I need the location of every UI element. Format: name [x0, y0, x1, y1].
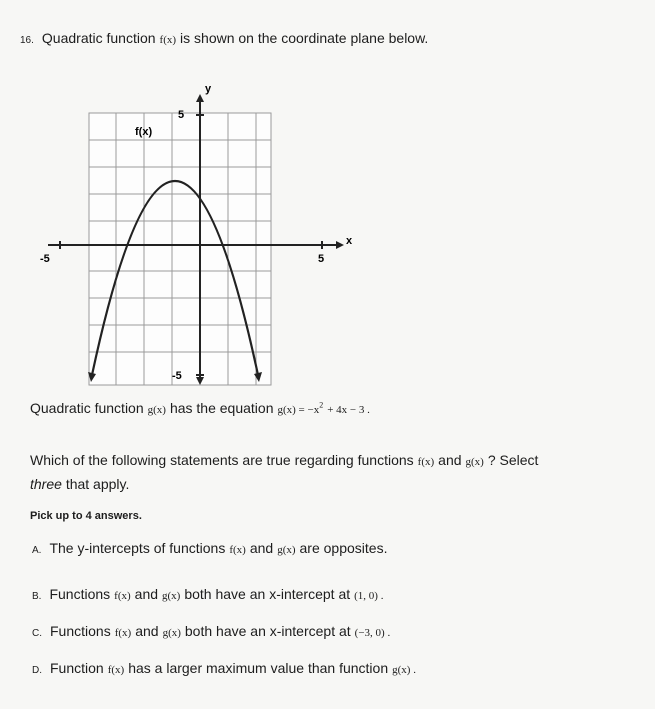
parabola: [90, 180, 260, 376]
math: f(x): [229, 544, 246, 556]
math: (1, 0) .: [354, 590, 384, 602]
text: that apply.: [65, 476, 130, 492]
math: g(x): [162, 627, 181, 639]
text: has the equation: [169, 400, 274, 416]
text: Function: [50, 660, 104, 676]
text: and: [249, 540, 274, 556]
y-tick-label: -5: [172, 370, 182, 382]
x-tick-label: -5: [40, 253, 50, 265]
instruction: Pick up to 4 answers.: [30, 510, 142, 522]
curve-label: f(x): [135, 126, 152, 138]
text: Quadratic function: [41, 30, 156, 46]
option[interactable]: C. Functions f(x) and g(x) both have an x-int…: [32, 623, 394, 639]
math: f(x): [114, 627, 132, 639]
option[interactable]: D. Function f(x) has a larger maximum value…: [32, 660, 420, 676]
text: has a larger maximum value than function: [128, 660, 389, 676]
grid: [88, 112, 272, 386]
text: both have an x-intercept at: [184, 586, 351, 602]
x-axis-label: x: [346, 235, 353, 247]
text: Quadratic function: [30, 400, 144, 416]
math: + 4x − 3 .: [327, 404, 370, 416]
graph: x y f(x) -5 5 5 -5: [40, 83, 353, 386]
math: g(x): [465, 456, 484, 468]
arrow: [88, 372, 96, 382]
text: and: [135, 623, 159, 639]
text: Which of the following statements are tr…: [30, 452, 414, 468]
option-letter: A.: [32, 545, 42, 556]
equation-line: Quadratic function g(x) has the equation g(…: [30, 400, 374, 416]
axes: [48, 94, 344, 385]
option[interactable]: B. Functions f(x) and g(x) both have an x-int…: [32, 586, 387, 602]
option-letter: D.: [32, 665, 42, 676]
text: The y-intercepts of functions: [49, 540, 226, 556]
option-letter: C.: [32, 628, 42, 639]
math: g(x): [147, 404, 166, 416]
y-axis-label: y: [205, 83, 212, 95]
math: g(x): [277, 544, 296, 556]
math: f(x): [107, 664, 125, 676]
math: f(x): [417, 456, 435, 468]
text: and: [134, 586, 159, 602]
text: both have an x-intercept at: [184, 623, 351, 639]
question-number: 16.: [20, 35, 34, 46]
math: g(x): [162, 590, 181, 602]
arrow: [254, 372, 262, 382]
math: f(x): [159, 34, 177, 46]
option-letter: B.: [32, 591, 42, 602]
prompt: Which of the following statements are tr…: [30, 452, 538, 468]
text: ? Select: [487, 452, 539, 468]
math: g(x) .: [392, 664, 416, 676]
text: are opposites.: [299, 540, 388, 556]
question-intro: 16. Quadratic function f(x) is shown on the…: [20, 30, 428, 46]
math: g(x) = −x: [277, 404, 320, 416]
math: (−3, 0) .: [354, 627, 391, 639]
text: Functions: [50, 623, 111, 639]
text: three: [30, 476, 62, 492]
math: f(x): [114, 590, 131, 602]
x-tick-label: 5: [318, 253, 324, 265]
text: is shown on the coordinate plane below.: [180, 30, 429, 46]
text: Functions: [49, 586, 111, 602]
prompt: three that apply.: [30, 476, 129, 492]
math: 2: [319, 400, 324, 410]
option[interactable]: A. The y-intercepts of functions f(x) and g(…: [32, 540, 387, 556]
text: and: [438, 452, 462, 468]
y-tick-label: 5: [178, 109, 184, 121]
